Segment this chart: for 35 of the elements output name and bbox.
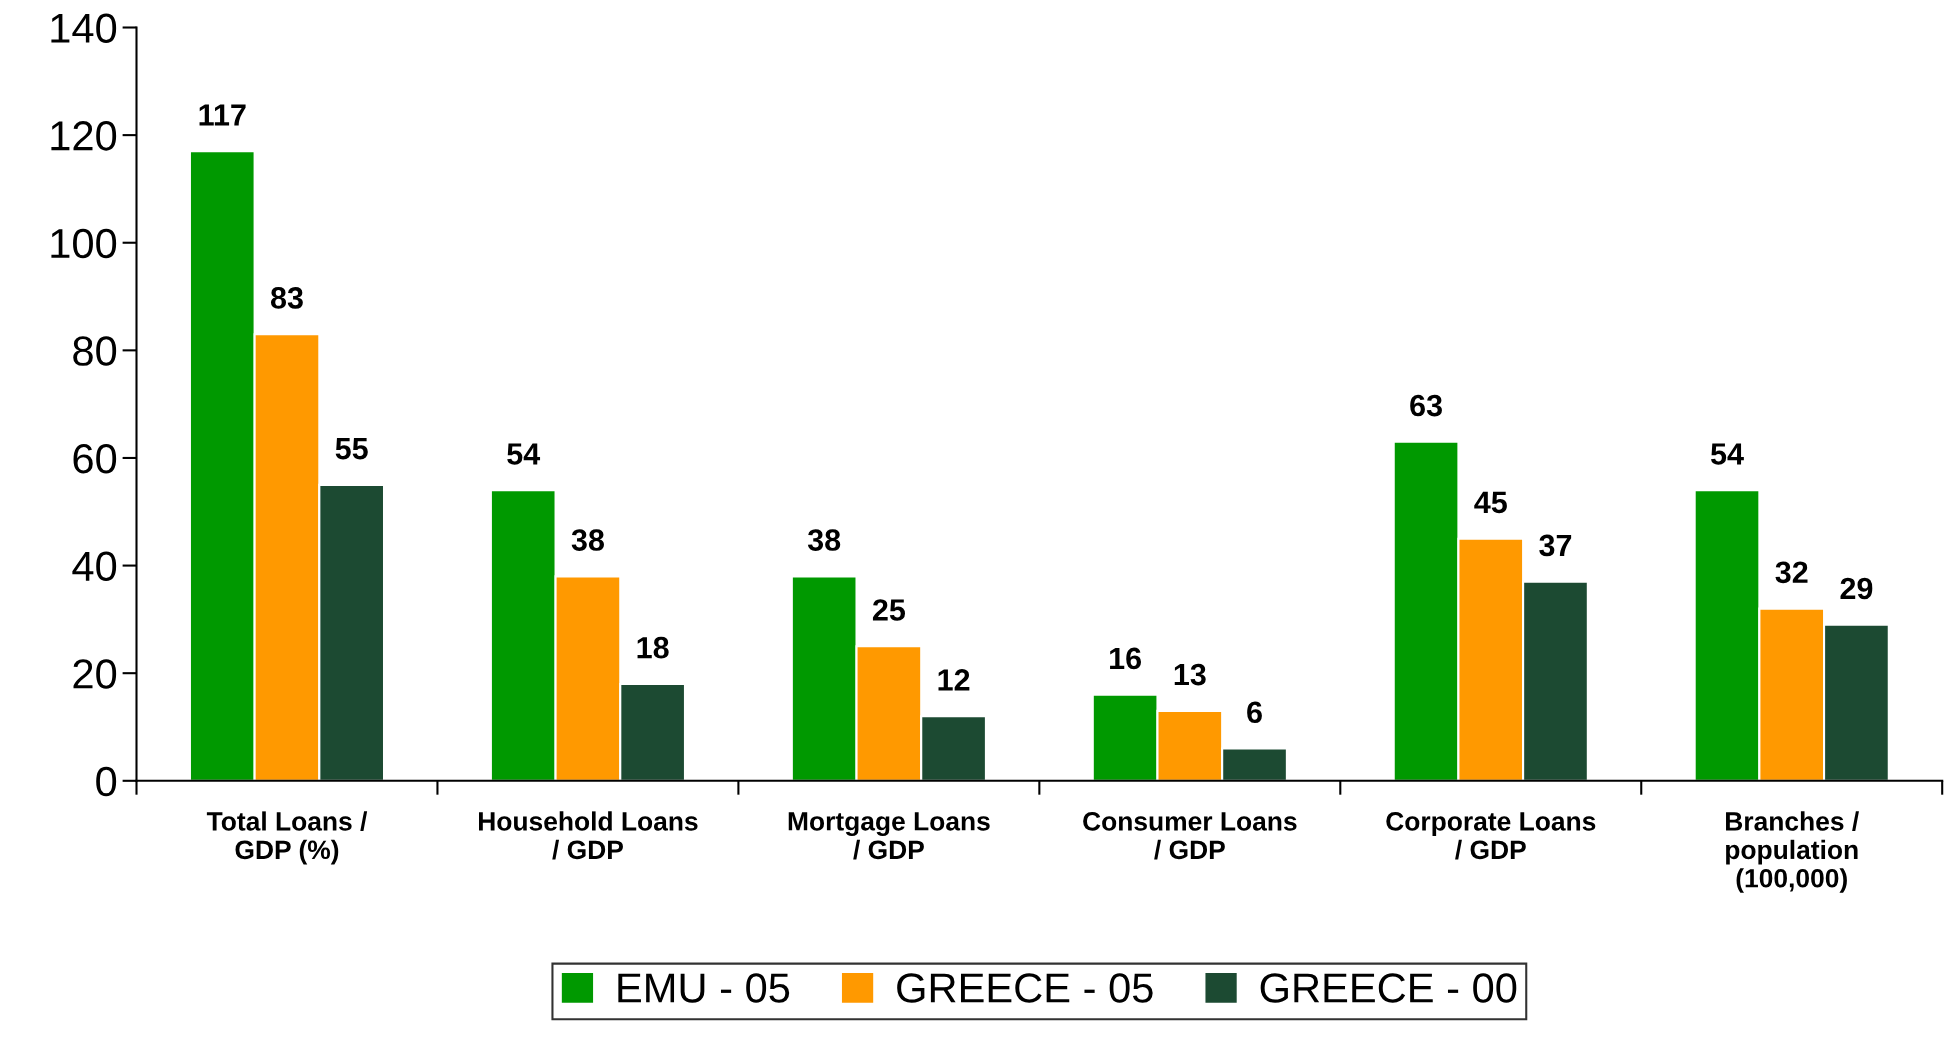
data-label: 54	[507, 443, 541, 465]
x-tick-label: Branches / population (100,000)	[1726, 811, 1859, 893]
data-label: 25	[872, 599, 906, 621]
data-label: 54	[1710, 443, 1744, 465]
data-label: 16	[1110, 647, 1142, 670]
y-tick-label: 0	[96, 766, 117, 797]
data-label: 38	[807, 529, 841, 551]
data-label: 63	[1410, 394, 1442, 417]
x-tick-label: Mortgage Loans / GDP	[788, 812, 990, 860]
x-tick-label: Total Loans / GDP (%)	[206, 811, 368, 865]
data-label: 18	[637, 636, 669, 659]
legend-label: GREECE - 05	[897, 973, 1153, 1003]
data-label: 6	[1247, 701, 1262, 724]
data-label: 13	[1174, 663, 1206, 686]
legend-label: EMU - 05	[618, 973, 790, 1003]
legend-label: GREECE - 00	[1260, 973, 1517, 1003]
data-label: 45	[1474, 491, 1507, 514]
data-label: 29	[1840, 577, 1873, 600]
data-label: 37	[1539, 534, 1572, 557]
y-tick-label: 100	[51, 228, 117, 259]
data-label: 117	[199, 104, 246, 126]
data-label: 12	[938, 669, 970, 691]
data-label: 55	[335, 438, 368, 460]
y-tick-label: 120	[51, 121, 117, 151]
data-label: 32	[1775, 561, 1808, 584]
y-tick-label: 80	[73, 336, 117, 366]
y-tick-label: 60	[73, 443, 117, 474]
y-tick-label: 20	[73, 659, 117, 689]
y-tick-label: 40	[72, 551, 117, 582]
y-tick-label: 140	[51, 13, 117, 44]
x-tick-label: Corporate Loans / GDP	[1386, 812, 1596, 860]
x-tick-label: Consumer Loans / GDP	[1083, 812, 1297, 860]
data-label: 83	[270, 287, 303, 309]
x-tick-label: Household Loans / GDP	[479, 811, 698, 860]
data-label: 38	[571, 529, 604, 551]
